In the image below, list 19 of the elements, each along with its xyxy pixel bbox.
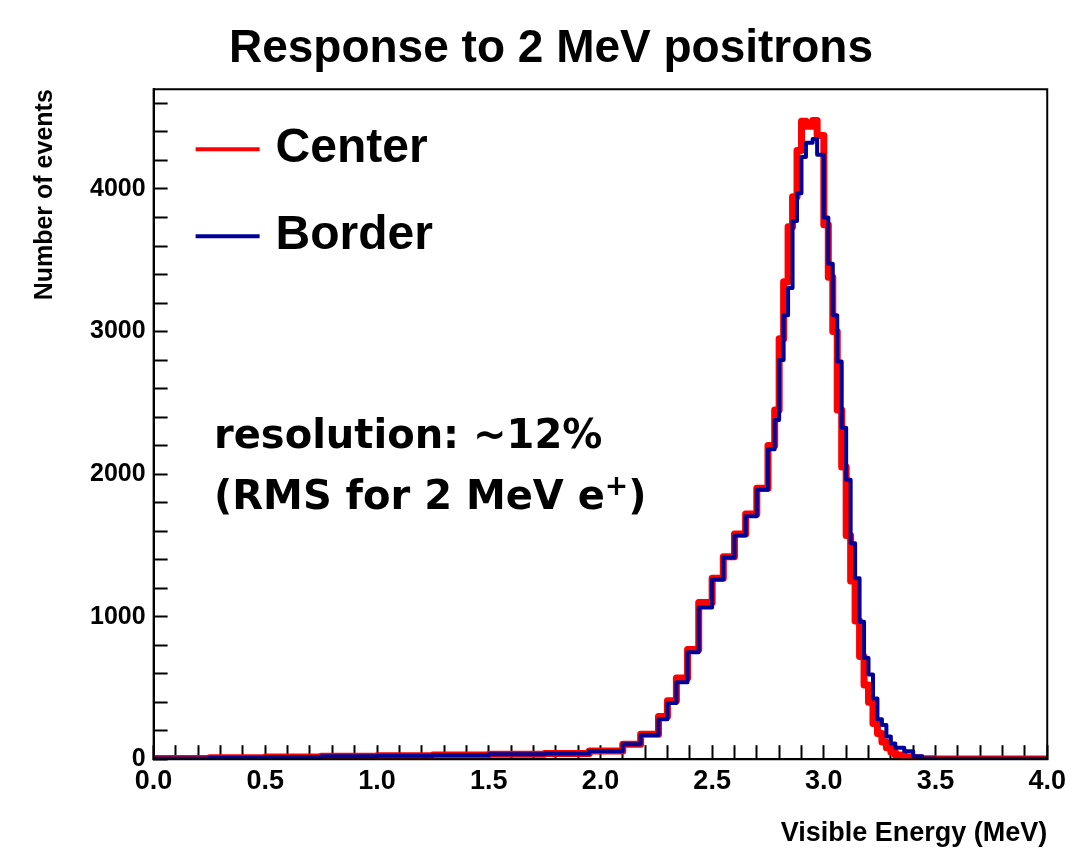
x-tick-label: 1.0 [358, 764, 396, 795]
legend-label: Border [275, 206, 433, 260]
x-tick-label: 3.0 [805, 764, 843, 795]
y-tick-label: 1000 [89, 600, 146, 629]
y-axis-title: Number of events [28, 89, 57, 301]
y-tick-label: 2000 [89, 457, 146, 486]
annotation: resolution: ~12% [214, 410, 604, 459]
x-axis-title: Visible Energy (MeV) [780, 817, 1048, 848]
y-tick-label: 4000 [89, 172, 146, 201]
legend-label: Center [275, 119, 428, 173]
x-tick-label: 1.5 [469, 764, 508, 795]
x-tick-label: 4.0 [1028, 764, 1067, 795]
x-tick-label: 2.0 [581, 764, 620, 795]
x-tick-label: 3.5 [916, 764, 955, 795]
x-tick-label: 2.5 [693, 764, 731, 795]
x-tick-label: 0.5 [246, 764, 285, 795]
y-tick-label: 3000 [89, 315, 146, 344]
annotation: (RMS for 2 MeV e$^{+}$) [214, 468, 647, 521]
chart-title: Response to 2 MeV positrons [228, 20, 874, 73]
